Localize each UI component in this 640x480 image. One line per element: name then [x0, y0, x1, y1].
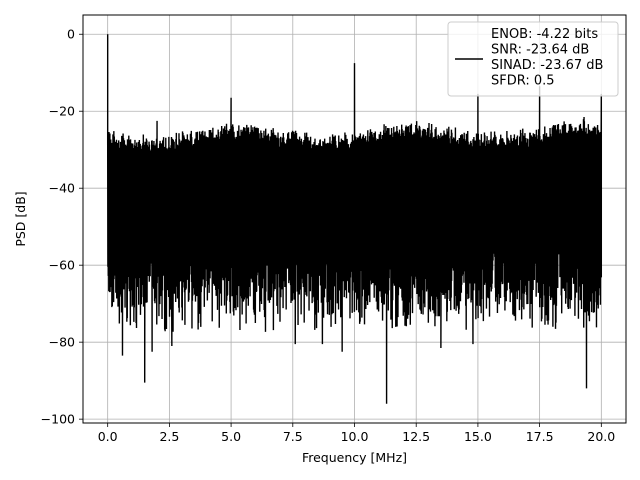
legend-label: ENOB: -4.22 bits SNR: -23.64 dB SINAD: -23…: [491, 27, 603, 89]
x-tick-label: 17.5: [526, 429, 554, 444]
legend-box: [447, 21, 619, 97]
y-axis-label: PSD [dB]: [13, 191, 28, 246]
y-tick-label: −80: [49, 335, 75, 350]
x-tick-label: 0.0: [98, 429, 118, 444]
x-axis-label: Frequency [MHz]: [302, 450, 407, 465]
y-tick-label: −40: [49, 181, 75, 196]
y-tick-label: −20: [49, 104, 75, 119]
x-tick-label: 15.0: [464, 429, 492, 444]
x-axis-ticks: 0.0 2.5 5.0 7.5 10.0 12.5 15.0 17.5 20.0: [98, 423, 615, 444]
psd-series-line: [106, 34, 603, 404]
legend: ENOB: -4.22 bits SNR: -23.64 dB SINAD: -23…: [447, 21, 619, 97]
y-tick-label: −100: [41, 412, 75, 427]
y-tick-label: −60: [49, 258, 75, 273]
y-axis-ticks: 0 −20 −40 −60 −80 −100: [41, 27, 83, 427]
x-tick-label: 20.0: [587, 429, 615, 444]
x-tick-label: 5.0: [221, 429, 241, 444]
y-tick-label: 0: [67, 27, 75, 42]
x-tick-label: 7.5: [283, 429, 303, 444]
x-tick-label: 2.5: [159, 429, 179, 444]
x-tick-label: 12.5: [402, 429, 430, 444]
x-tick-label: 10.0: [341, 429, 369, 444]
